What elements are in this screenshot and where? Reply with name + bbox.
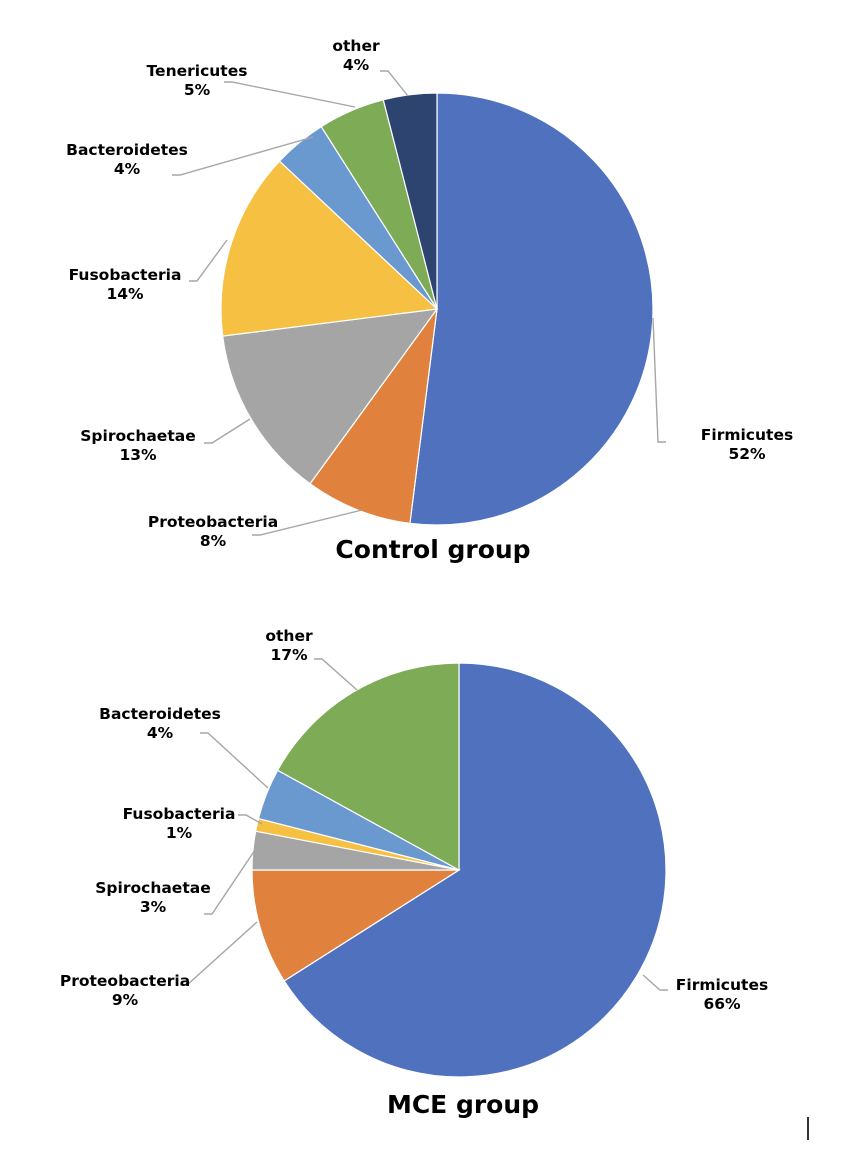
category-name-proteobacteria: Proteobacteria — [148, 513, 278, 531]
data-label-firmicutes: Firmicutes 66% — [676, 976, 768, 1013]
data-label-fusobacteria: Fusobacteria 1% — [123, 805, 236, 842]
leader-line-tenericutes — [224, 81, 356, 108]
mce-group-title: MCE group — [387, 1090, 539, 1119]
control-group-pie-chart: Firmicutes 52% Proteobacteria 8% Spirochaeta… — [66, 37, 793, 564]
data-label-fusobacteria: Fusobacteria 14% — [69, 266, 182, 303]
slice-firmicutes — [283, 662, 667, 1078]
data-label-spirochaetae: Spirochaetae 3% — [95, 879, 210, 916]
mce-group-pie-chart: Firmicutes 66% Proteobacteria 9% Spirochaeta… — [60, 627, 768, 1119]
data-label-spirochaetae: Spirochaetae 13% — [80, 427, 195, 464]
percent-label-proteobacteria: 8% — [200, 532, 227, 550]
percent-label-bacteroidetes: 4% — [147, 724, 174, 742]
data-label-bacteroidetes: Bacteroidetes 4% — [66, 141, 188, 178]
leader-line-proteobacteria — [252, 509, 363, 536]
leader-line-bacteroidetes — [200, 732, 269, 789]
percent-label-spirochaetae: 3% — [140, 898, 167, 916]
data-label-bacteroidetes: Bacteroidetes 4% — [99, 705, 221, 742]
percent-label-tenericutes: 5% — [184, 81, 211, 99]
category-name-fusobacteria: Fusobacteria — [69, 266, 182, 284]
percent-label-spirochaetae: 13% — [119, 446, 157, 464]
leader-line-proteobacteria — [180, 921, 258, 986]
leader-line-bacteroidetes — [172, 136, 314, 176]
percent-label-fusobacteria: 14% — [106, 285, 144, 303]
data-label-tenericutes: Tenericutes 5% — [147, 62, 248, 99]
control-group-title: Control group — [335, 535, 530, 564]
category-name-firmicutes: Firmicutes — [676, 976, 768, 994]
category-name-firmicutes: Firmicutes — [701, 426, 793, 444]
leader-line-other — [380, 70, 409, 97]
category-name-bacteroidetes: Bacteroidetes — [99, 705, 221, 723]
data-label-other: other 17% — [265, 627, 313, 664]
data-label-firmicutes: Firmicutes 52% — [701, 426, 793, 463]
data-label-proteobacteria: Proteobacteria 8% — [148, 513, 278, 550]
category-name-proteobacteria: Proteobacteria — [60, 972, 190, 990]
slice-other — [276, 662, 460, 872]
slice-other — [382, 92, 438, 310]
category-name-spirochaetae: Spirochaetae — [80, 427, 195, 445]
leader-line-spirochaetae — [204, 418, 251, 444]
slice-proteobacteria — [251, 869, 462, 982]
percent-label-firmicutes: 66% — [703, 995, 741, 1013]
percent-label-other: 17% — [270, 646, 308, 664]
category-name-fusobacteria: Fusobacteria — [123, 805, 236, 823]
leader-line-other — [314, 658, 358, 691]
percent-label-bacteroidetes: 4% — [114, 160, 141, 178]
leader-line-spirochaetae — [204, 849, 256, 915]
data-label-proteobacteria: Proteobacteria 9% — [60, 972, 190, 1009]
category-name-other: other — [332, 37, 380, 55]
leader-line-fusobacteria — [238, 814, 263, 825]
category-name-spirochaetae: Spirochaetae — [95, 879, 210, 897]
percent-label-proteobacteria: 9% — [112, 991, 139, 1009]
percent-label-firmicutes: 52% — [728, 445, 766, 463]
leader-line-firmicutes — [642, 974, 668, 991]
category-name-other: other — [265, 627, 313, 645]
leader-line-fusobacteria — [189, 239, 228, 282]
slice-fusobacteria — [220, 160, 439, 337]
leader-line-firmicutes — [652, 317, 666, 443]
data-label-other: other 4% — [332, 37, 380, 74]
percent-label-other: 4% — [343, 56, 370, 74]
slice-spirochaetae — [222, 308, 439, 485]
percent-label-fusobacteria: 1% — [166, 824, 193, 842]
category-name-tenericutes: Tenericutes — [147, 62, 248, 80]
category-name-bacteroidetes: Bacteroidetes — [66, 141, 188, 159]
slice-firmicutes — [409, 92, 654, 526]
slice-proteobacteria — [309, 308, 438, 524]
